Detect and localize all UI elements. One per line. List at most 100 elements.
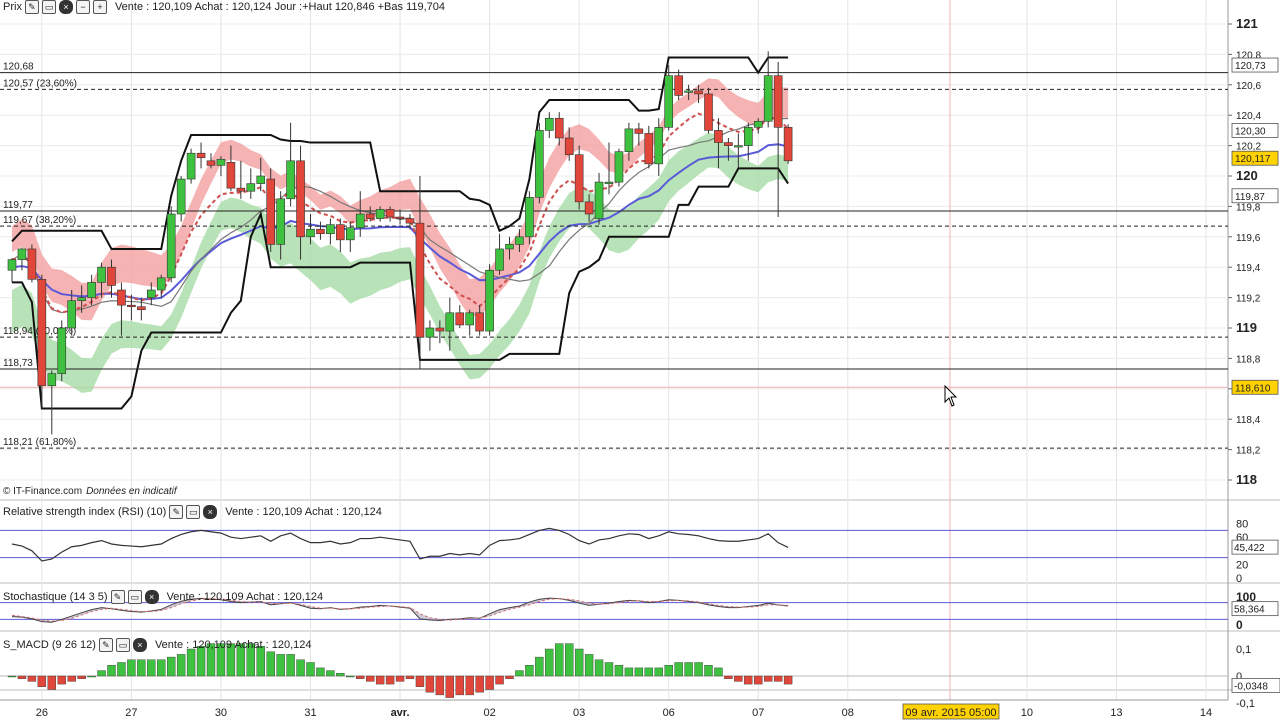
price-axis-label: 120,4 [1236, 111, 1261, 122]
stoch-d-line [11, 598, 789, 622]
macd-bar [624, 667, 634, 677]
candle-body [67, 300, 76, 329]
macd-panel-quote: Vente : 120,109 Achat : 120,124 [154, 639, 312, 651]
candle-body [206, 160, 216, 166]
wrench-icon[interactable]: ✎ [98, 638, 113, 652]
macd-bar [505, 675, 514, 679]
candle-body [495, 248, 504, 271]
price-axis-label: 119,2 [1236, 294, 1261, 305]
candle-body [485, 269, 494, 332]
wrench-icon[interactable]: ✎ [24, 0, 39, 14]
price-level-label: 120,57 (23,60%) [3, 78, 77, 89]
window-icon[interactable]: ▭ [186, 505, 201, 519]
candle-body [505, 244, 514, 250]
price-axis-label: 120,8 [1236, 50, 1261, 61]
candle-body [773, 75, 783, 128]
candle-body [176, 178, 186, 215]
candle-body [664, 75, 674, 128]
candle-body [117, 289, 126, 306]
macd-bar [465, 675, 474, 696]
time-axis-label: 30 [215, 707, 227, 719]
macd-axis-label: -0,1 [1236, 698, 1255, 710]
candle-body [355, 213, 365, 228]
candle-body [634, 128, 644, 134]
macd-bar [515, 670, 524, 677]
candle-body [345, 227, 355, 241]
candle-body [336, 224, 345, 241]
close-icon[interactable]: × [132, 638, 147, 652]
zoom-in-icon[interactable]: + [92, 0, 107, 14]
wrench-icon[interactable]: ✎ [169, 505, 184, 519]
candle-body [544, 117, 554, 131]
macd-bar [664, 665, 673, 677]
wrench-icon[interactable]: ✎ [110, 590, 125, 604]
price-axis-label: 120,6 [1236, 81, 1261, 92]
candle-body [604, 181, 614, 184]
macd-bar [127, 659, 136, 677]
cursor-date-tag [902, 703, 1000, 720]
close-icon[interactable]: × [144, 590, 159, 604]
candle-body [783, 127, 793, 162]
price-axis-label: 118 [1236, 472, 1257, 487]
macd-value-label: -0,0348 [1234, 681, 1268, 692]
window-icon[interactable]: ▭ [127, 590, 142, 604]
candle-body [763, 75, 773, 122]
price-level-label: 118,73 [3, 358, 33, 369]
candle-body [47, 373, 57, 387]
candle-body [27, 248, 37, 280]
macd-bar [216, 643, 226, 677]
macd-bar [147, 659, 156, 677]
macd-bar [186, 648, 196, 677]
main-panel-quote: Vente : 120,109 Achat : 120,124 Jour :+H… [114, 1, 446, 13]
time-axis-label: 06 [663, 707, 675, 719]
mouse-pointer-icon [944, 384, 958, 407]
macd-value-tag [1231, 677, 1280, 693]
candle-body [654, 127, 664, 165]
macd-bar [614, 665, 624, 677]
macd-bar [535, 656, 544, 677]
price-tag [1231, 188, 1279, 204]
price-axis-label: 119,8 [1236, 202, 1261, 213]
close-icon[interactable]: × [203, 505, 218, 519]
macd-bar [385, 675, 395, 685]
time-axis-label: 26 [36, 707, 48, 719]
macd-bar [137, 659, 146, 677]
macd-bar [764, 675, 773, 682]
macd-bar [17, 675, 27, 679]
candle-body [216, 158, 226, 166]
candle-body [147, 289, 156, 298]
macd-bar [366, 675, 375, 682]
macd-bar [415, 675, 425, 688]
macd-bar [594, 659, 604, 677]
price-axis-label: 119,6 [1236, 233, 1261, 244]
price-level-label: 118,21 (61,80%) [3, 437, 76, 448]
macd-axis-label: 0,1 [1236, 644, 1251, 656]
macd-bar [674, 662, 683, 677]
macd-bar [107, 665, 116, 677]
macd-bar [475, 675, 484, 693]
candle-body [594, 181, 604, 219]
macd-bar [346, 675, 355, 678]
macd-bar [296, 659, 305, 677]
zoom-out-icon[interactable]: − [75, 0, 90, 14]
macd-bar [734, 675, 743, 682]
macd-bar [604, 662, 614, 677]
candle-body [326, 224, 335, 235]
candle-body [186, 152, 196, 180]
macd-bar [395, 675, 405, 682]
price-axis-label: 118,8 [1236, 354, 1261, 365]
candle-body [614, 151, 624, 183]
close-icon[interactable]: × [58, 0, 73, 14]
price-axis-label: 120,2 [1236, 142, 1261, 153]
candle-body [316, 228, 325, 235]
price-tag-label: 120,117 [1235, 154, 1271, 165]
window-icon[interactable]: ▭ [41, 0, 56, 14]
macd-bar [236, 643, 246, 677]
candle-body [694, 90, 703, 95]
window-icon[interactable]: ▭ [115, 638, 130, 652]
candle-body [554, 117, 564, 139]
stoch-value-label: 58,364 [1234, 605, 1265, 616]
rsi-axis-label: 20 [1236, 559, 1248, 571]
macd-bar [724, 675, 733, 679]
